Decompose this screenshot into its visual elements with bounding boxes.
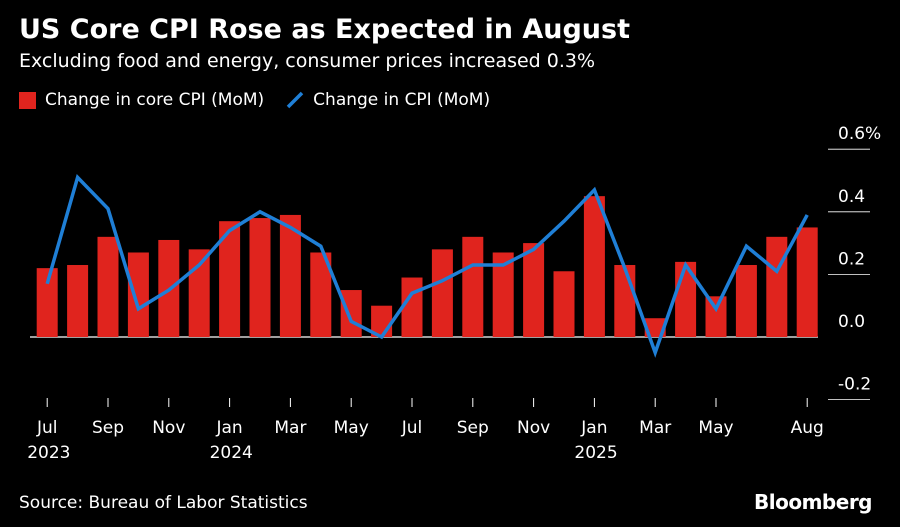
bar-swatch-icon [19,91,36,109]
x-tick-label: Mar [639,418,671,438]
x-tick-label: Jul [401,418,423,438]
x-year-label: 2025 [574,443,617,463]
y-tick-label: 0.4 [838,187,865,207]
core-cpi-bar [340,290,362,337]
core-cpi-bar [583,196,605,337]
legend: Change in core CPI (MoM) Change in CPI (… [19,90,512,110]
x-year-label: 2023 [27,443,70,463]
legend-item-core-cpi: Change in core CPI (MoM) [19,90,264,110]
source-note: Source: Bureau of Labor Statistics [19,493,308,513]
x-tick-label: May [334,418,369,438]
y-tick-label: -0.2 [838,375,871,395]
y-tick-label: 0.6% [838,124,881,144]
bloomberg-logo: Bloomberg [754,490,872,514]
x-tick-label: Jul [36,418,58,438]
core-cpi-bar [431,249,453,337]
chart-title: US Core CPI Rose as Expected in August [19,14,630,45]
core-cpi-bar [462,236,484,337]
legend-label-core-cpi: Change in core CPI (MoM) [45,90,265,110]
core-cpi-bar [36,268,58,337]
x-year-label: 2024 [210,443,253,463]
legend-item-cpi: Change in CPI (MoM) [286,90,490,110]
core-cpi-bar [523,243,545,337]
x-tick-label: Aug [791,418,824,438]
core-cpi-bar [553,271,575,337]
x-tick-label: Sep [92,418,124,438]
y-tick-label: 0.2 [838,249,865,269]
x-tick-label: Nov [517,418,550,438]
core-cpi-bar [705,296,727,337]
core-cpi-bar [97,236,119,337]
core-cpi-bar [310,252,332,337]
core-cpi-bar [492,252,514,337]
x-tick-label: Mar [274,418,306,438]
core-cpi-bar [67,265,89,337]
legend-label-cpi: Change in CPI (MoM) [313,90,491,110]
x-tick-label: Sep [457,418,489,438]
x-tick-label: Nov [152,418,185,438]
line-swatch-icon [286,91,304,109]
x-tick-label: May [698,418,733,438]
core-cpi-bar [249,218,271,337]
x-tick-label: Jan [580,418,607,438]
core-cpi-bar [127,252,149,337]
core-cpi-bar [279,214,301,337]
core-cpi-bar [735,265,757,337]
cpi-line [45,174,809,358]
x-tick-label: Jan [215,418,242,438]
core-cpi-bar [796,227,818,337]
core-cpi-bar [401,277,423,337]
chart-subtitle: Excluding food and energy, consumer pric… [19,50,596,72]
core-cpi-bar [219,221,241,337]
core-cpi-bar [766,236,788,337]
core-cpi-bar [614,265,636,337]
y-tick-label: 0.0 [838,312,865,332]
